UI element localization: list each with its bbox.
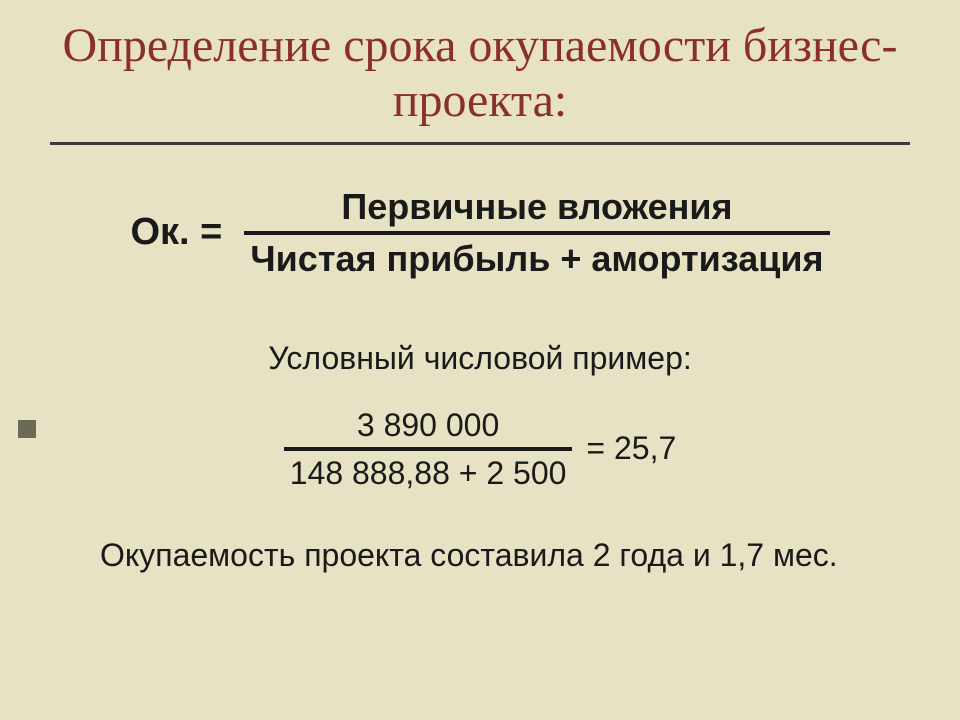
- bullet-square-icon: [18, 420, 36, 438]
- example-denominator: 148 888,88 + 2 500: [284, 453, 573, 493]
- formula-numerator: Первичные вложения: [335, 185, 738, 228]
- title-underline: [50, 142, 910, 145]
- slide: Определение срока окупаемости бизнес-про…: [0, 0, 960, 720]
- example-fraction-bar: [284, 447, 573, 451]
- fraction-bar: [244, 231, 829, 235]
- formula-denominator: Чистая прибыль + амортизация: [244, 237, 829, 280]
- example-numerator: 3 890 000: [351, 405, 505, 445]
- example-label: Условный числовой пример:: [40, 340, 920, 377]
- slide-title: Определение срока окупаемости бизнес-про…: [40, 18, 920, 128]
- example-formula: 3 890 000 148 888,88 + 2 500 = 25,7: [40, 405, 920, 493]
- formula-definition: Ок. = Первичные вложения Чистая прибыль …: [40, 185, 920, 279]
- formula-fraction: Первичные вложения Чистая прибыль + амор…: [244, 185, 829, 279]
- example-fraction: 3 890 000 148 888,88 + 2 500: [284, 405, 573, 493]
- formula-lhs: Ок. =: [130, 211, 222, 254]
- conclusion-text: Окупаемость проекта составила 2 года и 1…: [100, 537, 900, 574]
- example-result: = 25,7: [586, 430, 676, 467]
